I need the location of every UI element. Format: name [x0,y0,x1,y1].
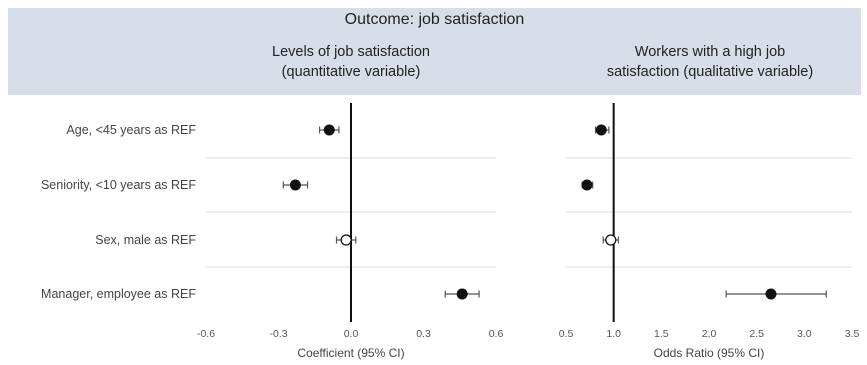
estimate-point-filled [456,288,468,300]
outcome-title: Outcome: job satisfaction [344,11,525,28]
estimate-point-open [605,234,617,246]
x-tick-label: 0.3 [416,328,431,340]
estimate-point-filled [323,124,335,136]
estimate-point-filled [289,179,301,191]
left-panel-title-line-1: Levels of job satisfaction [272,44,430,60]
row-label: Seniority, <10 years as REF [41,178,196,192]
x-axis-label: Odds Ratio (95% CI) [654,346,765,360]
right-panel-title-line-2: satisfaction (qualitative variable) [606,64,814,80]
x-tick-label: 3.5 [845,328,860,340]
x-tick-label: -0.3 [269,328,287,340]
row-label: Manager, employee as REF [41,287,196,301]
x-tick-label: 0.6 [489,328,504,340]
estimate-point-filled [581,179,593,191]
x-tick-label: 0.5 [559,328,574,340]
x-axis-label: Coefficient (95% CI) [297,346,404,360]
left-panel-title-line-2: (quantitative variable) [281,64,421,80]
estimate-point-open [340,234,352,246]
header-band [8,8,861,95]
x-tick-label: -0.6 [197,328,215,340]
row-label: Sex, male as REF [95,233,196,247]
right-panel-title: Workers with a high job satisfaction (qu… [560,42,860,82]
x-tick-label: 2.0 [702,328,717,340]
estimate-point-filled [765,288,777,300]
x-tick-label: 1.5 [654,328,669,340]
x-tick-label: 2.5 [749,328,764,340]
left-panel-title: Levels of job satisfaction (quantitative… [206,42,496,82]
row-label: Age, <45 years as REF [66,123,196,137]
x-tick-label: 1.0 [606,328,621,340]
x-tick-label: 0.0 [344,328,359,340]
estimate-point-filled [595,124,607,136]
x-tick-label: 3.0 [797,328,812,340]
right-panel-title-line-1: Workers with a high job [634,44,786,60]
